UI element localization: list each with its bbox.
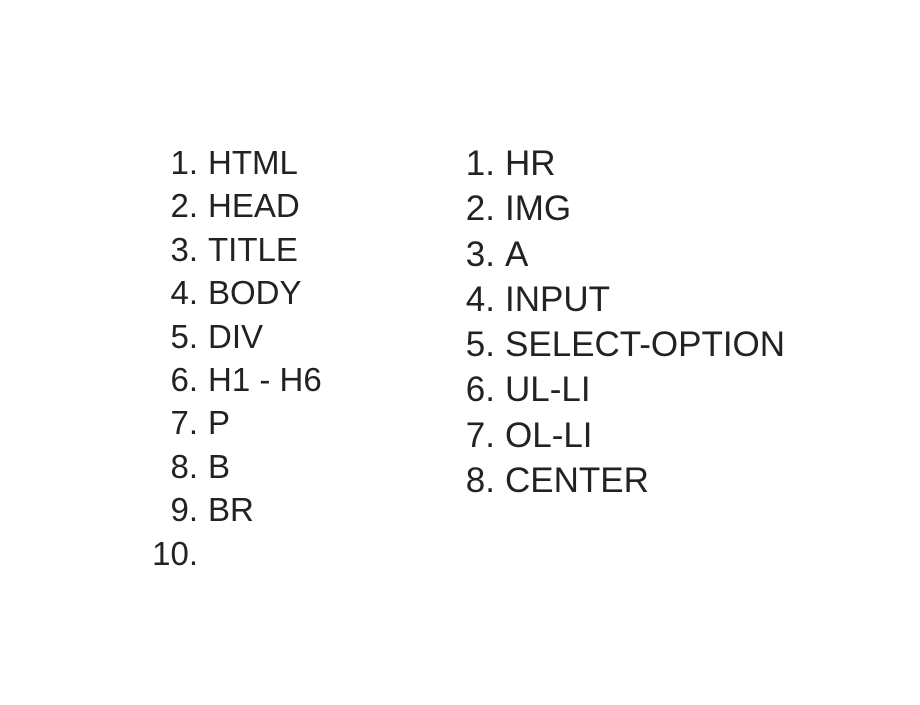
list-item-number: 5.: [170, 317, 198, 355]
list-item: 4. BODY: [130, 271, 322, 314]
list-item-label: INPUT: [505, 279, 610, 319]
list-item-number: 7.: [465, 415, 495, 455]
list-item-label: B: [208, 447, 231, 485]
list-item-label: UL-LI: [505, 370, 591, 410]
list-item: 6. H1 - H6: [130, 358, 322, 401]
list-item-number: 3.: [170, 230, 198, 268]
list-item: 5. SELECT-OPTION: [440, 322, 785, 367]
list-item-label: HTML: [208, 144, 298, 181]
list-item-label: BR: [208, 491, 254, 529]
list-item: 8. B: [130, 445, 322, 488]
list-item: 6. UL-LI: [440, 367, 785, 412]
list-item-number: 5.: [465, 325, 495, 365]
list-item-number: 6.: [170, 360, 198, 398]
list-item: 8. CENTER: [440, 458, 785, 503]
list-item-label: H1 - H6: [208, 360, 322, 398]
list-item-label: CENTER: [505, 461, 649, 501]
list-item-label: TITLE: [208, 230, 298, 268]
list-item-number: 1.: [170, 144, 198, 181]
html-tags-list-right: 1. HR 2. IMG 3. A 4. INPUT 5. SELECT-OPTION 6…: [440, 141, 785, 503]
list-item: 9. BR: [130, 488, 322, 531]
list-item-number: 8.: [170, 447, 198, 485]
list-item-number: 7.: [170, 404, 198, 442]
list-item: 10.: [130, 532, 322, 575]
list-item-label: [198, 532, 208, 575]
list-item-label: A: [505, 234, 529, 274]
list-item-number: 9.: [170, 491, 198, 529]
list-item: 3. A: [440, 232, 785, 277]
list-item-label: HEAD: [208, 187, 300, 225]
list-item: 7. OL-LI: [440, 413, 785, 458]
list-item: 5. DIV: [130, 315, 322, 358]
list-item-number: 2.: [465, 189, 495, 229]
list-item: 2. HEAD: [130, 184, 322, 227]
list-item-number: 8.: [465, 461, 495, 501]
list-item-label: SELECT-OPTION: [505, 325, 786, 365]
list-item-number: 2.: [170, 187, 198, 225]
list-item-label: IMG: [505, 189, 572, 229]
list-item-label: BODY: [208, 274, 302, 312]
list-item-number: 4.: [465, 279, 495, 319]
list-item-label: DIV: [208, 317, 264, 355]
list-item: 1. HR: [440, 141, 785, 186]
list-item: 7. P: [130, 401, 322, 444]
list-item-number: 10.: [152, 534, 198, 572]
list-item: 2. IMG: [440, 186, 785, 231]
list-item: 1. HTML: [130, 141, 322, 184]
list-item: 4. INPUT: [440, 277, 785, 322]
list-item-number: 3.: [465, 234, 495, 274]
list-item-number: 1.: [465, 144, 495, 183]
list-item-number: 4.: [170, 274, 198, 312]
list-item: 3. TITLE: [130, 228, 322, 271]
list-item-label: P: [208, 404, 231, 442]
list-item-label: OL-LI: [505, 415, 593, 455]
list-item-number: 6.: [465, 370, 495, 410]
list-item-label: HR: [505, 144, 556, 183]
html-tags-list-left: 1. HTML 2. HEAD 3. TITLE 4. BODY 5. DIV 6. H1 …: [130, 141, 322, 575]
